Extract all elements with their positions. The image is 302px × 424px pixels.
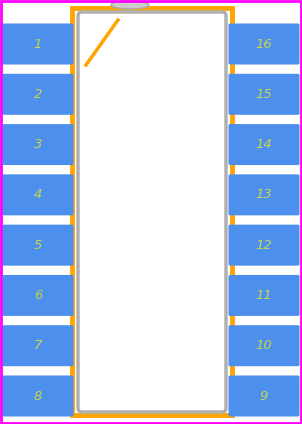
FancyBboxPatch shape	[2, 325, 73, 366]
Ellipse shape	[111, 1, 149, 9]
Text: 6: 6	[34, 289, 42, 302]
FancyBboxPatch shape	[2, 225, 73, 266]
Text: 13: 13	[255, 188, 272, 201]
FancyBboxPatch shape	[229, 325, 300, 366]
FancyBboxPatch shape	[229, 275, 300, 316]
Text: 2: 2	[34, 88, 42, 101]
Text: 12: 12	[255, 239, 272, 251]
FancyBboxPatch shape	[229, 124, 300, 165]
FancyBboxPatch shape	[2, 275, 73, 316]
FancyBboxPatch shape	[229, 74, 300, 115]
FancyBboxPatch shape	[229, 23, 300, 64]
Text: 4: 4	[34, 188, 42, 201]
FancyBboxPatch shape	[2, 376, 73, 416]
Text: 1: 1	[34, 37, 42, 50]
FancyBboxPatch shape	[229, 376, 300, 416]
Text: 14: 14	[255, 138, 272, 151]
FancyBboxPatch shape	[78, 12, 226, 412]
Text: 11: 11	[255, 289, 272, 302]
Text: 9: 9	[260, 390, 268, 402]
FancyBboxPatch shape	[2, 124, 73, 165]
Text: 7: 7	[34, 339, 42, 352]
FancyBboxPatch shape	[2, 74, 73, 115]
Text: 5: 5	[34, 239, 42, 251]
Text: 8: 8	[34, 390, 42, 402]
FancyBboxPatch shape	[229, 225, 300, 266]
Text: 3: 3	[34, 138, 42, 151]
FancyBboxPatch shape	[2, 23, 73, 64]
Text: 15: 15	[255, 88, 272, 101]
FancyBboxPatch shape	[229, 174, 300, 215]
Text: 10: 10	[255, 339, 272, 352]
Bar	[72, 8, 232, 415]
FancyBboxPatch shape	[2, 174, 73, 215]
Text: 16: 16	[255, 37, 272, 50]
